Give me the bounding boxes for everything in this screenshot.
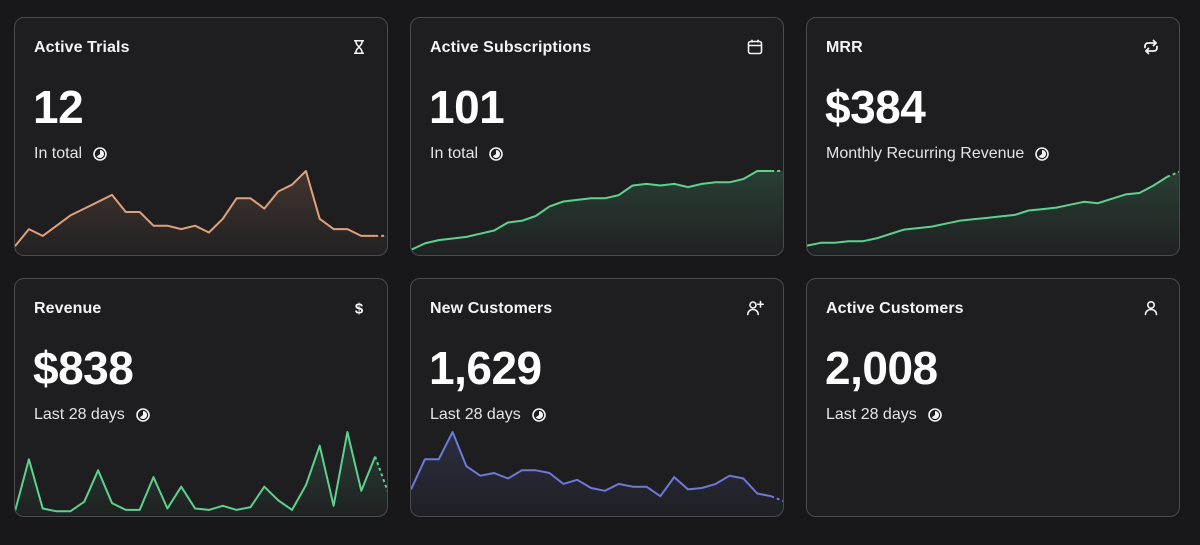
metric-subtitle-label: In total (430, 145, 479, 162)
sparkline-chart (15, 431, 387, 516)
card-title: Active Customers (826, 300, 964, 317)
metric-value: $838 (33, 342, 134, 394)
sparkline-line (807, 176, 1168, 247)
dollar-icon: $ (350, 299, 368, 318)
calendar-icon (746, 38, 764, 56)
card-title: New Customers (430, 300, 553, 317)
metric-subtitle: In total (34, 145, 108, 163)
metric-value: $384 (825, 81, 926, 133)
metric-value: 2,008 (825, 342, 938, 394)
pie-chart-icon[interactable] (92, 146, 108, 162)
metric-card-active-customers[interactable]: Active Customers 2,008 Last 28 days (806, 278, 1180, 517)
metric-subtitle: Last 28 days (34, 406, 151, 424)
metric-subtitle-label: Last 28 days (34, 406, 125, 423)
sparkline-projection (1166, 170, 1179, 178)
pie-chart-icon[interactable] (135, 407, 151, 423)
sparkline-chart (807, 426, 1180, 516)
sparkline-line (15, 431, 377, 513)
pie-chart-icon[interactable] (927, 407, 943, 423)
metric-subtitle: In total (430, 145, 504, 163)
card-title: Active Trials (34, 39, 130, 56)
sparkline-area (411, 171, 783, 255)
card-title: Active Subscriptions (430, 39, 592, 56)
metric-card-active-trials[interactable]: Active Trials 12 In total (14, 17, 388, 256)
metric-subtitle-label: In total (34, 145, 83, 162)
sparkline-area (15, 171, 387, 255)
metric-card-revenue[interactable]: Revenue $ $838 Last 28 days (14, 278, 388, 517)
sparkline-chart (15, 170, 387, 255)
sparkline-projection (770, 495, 783, 502)
user-plus-icon (746, 299, 764, 317)
metric-value: 1,629 (429, 342, 542, 394)
metric-card-mrr[interactable]: MRR $384 Monthly Recurring Revenue (806, 17, 1180, 256)
sparkline-line (411, 170, 772, 251)
sparkline-chart (411, 170, 783, 255)
metric-subtitle: Monthly Recurring Revenue (826, 145, 1050, 163)
pie-chart-icon[interactable] (1034, 146, 1050, 162)
sparkline-chart (807, 170, 1179, 255)
sparkline-line (15, 170, 376, 247)
metric-subtitle-label: Monthly Recurring Revenue (826, 145, 1025, 162)
metric-card-new-customers[interactable]: New Customers 1,629 Last 28 days (410, 278, 784, 517)
sparkline-line (411, 431, 772, 498)
sparkline-projection (374, 456, 387, 493)
repeat-icon (1142, 38, 1160, 56)
metric-subtitle-label: Last 28 days (430, 406, 521, 423)
user-icon (1142, 299, 1160, 317)
metric-subtitle: Last 28 days (430, 406, 547, 424)
metric-value: 12 (33, 81, 84, 133)
metric-card-active-subscriptions[interactable]: Active Subscriptions 101 In total (410, 17, 784, 256)
pie-chart-icon[interactable] (488, 146, 504, 162)
card-title: Revenue (34, 300, 102, 317)
card-title: MRR (826, 39, 863, 56)
metric-value: 101 (429, 81, 505, 133)
metric-subtitle: Last 28 days (826, 406, 943, 424)
metric-subtitle-label: Last 28 days (826, 406, 917, 423)
sparkline-chart (411, 431, 783, 516)
svg-text:$: $ (355, 301, 364, 318)
sparkline-area (807, 171, 1179, 255)
hourglass-icon (350, 38, 368, 56)
sparkline-area (411, 432, 783, 516)
pie-chart-icon[interactable] (531, 407, 547, 423)
